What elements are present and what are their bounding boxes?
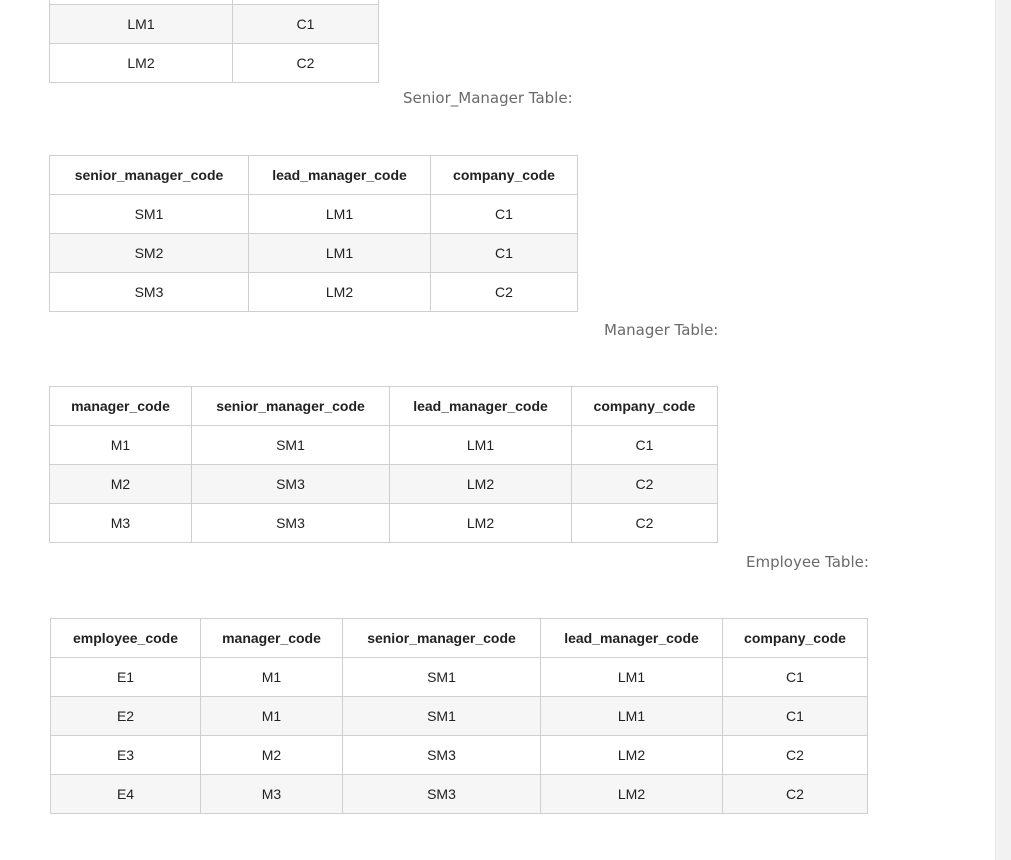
table-cell: LM1 — [540, 657, 723, 697]
table-cell: LM1 — [49, 4, 233, 44]
table-header-row: manager_code senior_manager_code lead_ma… — [49, 386, 718, 426]
table-row: M1 SM1 LM1 C1 — [49, 425, 718, 465]
column-header: senior_manager_code — [49, 155, 249, 195]
table-cell: C2 — [571, 503, 718, 543]
table-row: E4 M3 SM3 LM2 C2 — [50, 774, 868, 814]
senior-manager-caption: Senior_Manager Table: — [403, 89, 573, 107]
table-cell: M1 — [200, 696, 343, 736]
table-cell: C1 — [571, 425, 718, 465]
page-scrollbar[interactable] — [995, 0, 1011, 860]
table-cell: SM1 — [191, 425, 390, 465]
column-header: manager_code — [200, 618, 343, 658]
table-cell: LM1 — [389, 425, 572, 465]
column-header: senior_manager_code — [191, 386, 390, 426]
column-header: lead_manager_code — [248, 155, 431, 195]
table-cell: C2 — [571, 464, 718, 504]
table-cell: SM3 — [191, 464, 390, 504]
table-cell: M1 — [49, 425, 192, 465]
table-cell: C1 — [430, 233, 578, 273]
table-cell: LM2 — [389, 464, 572, 504]
table-cell: C2 — [430, 272, 578, 312]
employee-caption: Employee Table: — [746, 553, 869, 571]
table-row: M3 SM3 LM2 C2 — [49, 503, 718, 543]
column-header: lead_manager_code — [389, 386, 572, 426]
table-header-row: employee_code manager_code senior_manage… — [50, 618, 868, 658]
table-cell: SM1 — [342, 696, 541, 736]
table-cell: E2 — [50, 696, 201, 736]
table-cell: LM2 — [248, 272, 431, 312]
table-cell: LM2 — [540, 774, 723, 814]
table-cell: LM1 — [248, 233, 431, 273]
table-row: E3 M2 SM3 LM2 C2 — [50, 735, 868, 775]
table-cell: C1 — [430, 194, 578, 234]
column-header: company_code — [722, 618, 868, 658]
table-row: M2 SM3 LM2 C2 — [49, 464, 718, 504]
table-row: LM1 C1 — [49, 4, 379, 44]
table-row: E1 M1 SM1 LM1 C1 — [50, 657, 868, 697]
table-row: SM2 LM1 C1 — [49, 233, 578, 273]
table-cell: C1 — [232, 4, 379, 44]
table-cell: E3 — [50, 735, 201, 775]
column-header: senior_manager_code — [342, 618, 541, 658]
table-cell: SM3 — [191, 503, 390, 543]
table-cell: SM3 — [49, 272, 249, 312]
column-header: company_code — [430, 155, 578, 195]
table-cell: SM2 — [49, 233, 249, 273]
table-cell: M1 — [200, 657, 343, 697]
table-cell: LM1 — [540, 696, 723, 736]
table-row: LM2 C2 — [49, 43, 379, 83]
table-cell: M2 — [49, 464, 192, 504]
table-cell: LM2 — [389, 503, 572, 543]
table-cell: SM3 — [342, 774, 541, 814]
table-cell: C1 — [722, 696, 868, 736]
table-cell: M3 — [200, 774, 343, 814]
table-row: SM3 LM2 C2 — [49, 272, 578, 312]
table-cell: M2 — [200, 735, 343, 775]
table-cell: LM2 — [540, 735, 723, 775]
column-header: company_code — [571, 386, 718, 426]
table-cell: M3 — [49, 503, 192, 543]
senior-manager-table: senior_manager_code lead_manager_code co… — [49, 155, 578, 312]
column-header: manager_code — [49, 386, 192, 426]
table-cell: C2 — [722, 774, 868, 814]
employee-table: employee_code manager_code senior_manage… — [50, 618, 868, 814]
table-cell: C2 — [232, 43, 379, 83]
column-header: lead_manager_code — [540, 618, 723, 658]
table-cell: C1 — [722, 657, 868, 697]
column-header: employee_code — [50, 618, 201, 658]
table-cell: C2 — [722, 735, 868, 775]
table-row: E2 M1 SM1 LM1 C1 — [50, 696, 868, 736]
lead-manager-table: LM1 C1 LM2 C2 — [49, 0, 379, 83]
table-cell: SM3 — [342, 735, 541, 775]
table-header-row: senior_manager_code lead_manager_code co… — [49, 155, 578, 195]
table-cell: LM2 — [49, 43, 233, 83]
table-cell: E4 — [50, 774, 201, 814]
table-cell: SM1 — [342, 657, 541, 697]
manager-table: manager_code senior_manager_code lead_ma… — [49, 386, 718, 543]
table-cell: E1 — [50, 657, 201, 697]
manager-caption: Manager Table: — [604, 321, 719, 339]
table-row: SM1 LM1 C1 — [49, 194, 578, 234]
table-cell: SM1 — [49, 194, 249, 234]
table-cell: LM1 — [248, 194, 431, 234]
